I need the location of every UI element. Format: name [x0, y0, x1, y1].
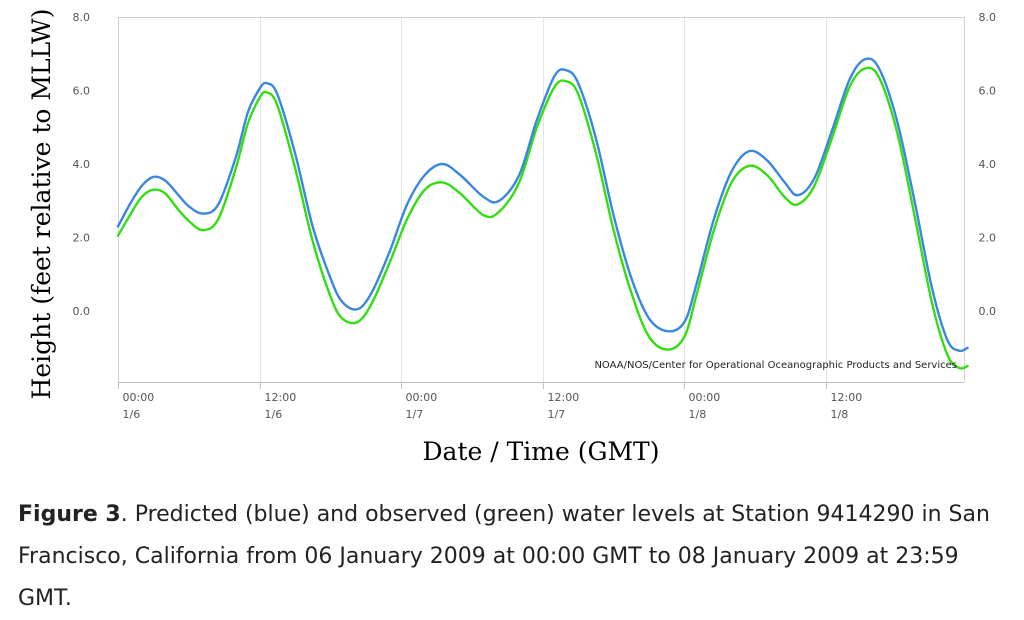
x-tick-time: 12:00 — [548, 391, 580, 404]
series-line-predicted — [116, 57, 969, 353]
y-tick-right: 0.0 — [979, 305, 997, 318]
series-line-observed — [116, 66, 969, 370]
figure-caption: Figure 3. Predicted (blue) and observed … — [18, 494, 1008, 620]
x-ticks: 00:00 1/6 12:00 1/6 00:00 1/7 12:00 1/7 00:00 1/8… — [118, 382, 863, 421]
x-tick-date: 1/7 — [406, 408, 424, 421]
y-tick-left: 2.0 — [73, 232, 91, 245]
x-tick-date: 1/7 — [548, 408, 566, 421]
plot-background — [118, 17, 964, 382]
x-tick-time: 12:00 — [265, 391, 297, 404]
y-tick-right: 4.0 — [979, 158, 997, 171]
tide-chart: 8.0 6.0 4.0 2.0 0.0 8.0 6.0 4.0 2.0 0.0 00:00 1/6… — [27, 9, 997, 466]
x-tick-time: 12:00 — [831, 391, 863, 404]
series-lines — [116, 57, 969, 370]
y-ticks-right: 8.0 6.0 4.0 2.0 0.0 — [979, 11, 997, 318]
x-tick-time: 00:00 — [689, 391, 721, 404]
credit-text: NOAA/NOS/Center for Operational Oceanogr… — [594, 360, 957, 371]
x-tick-time: 00:00 — [123, 391, 155, 404]
y-tick-left: 4.0 — [73, 158, 91, 171]
y-ticks-left: 8.0 6.0 4.0 2.0 0.0 — [73, 11, 91, 318]
x-tick-time: 00:00 — [406, 391, 438, 404]
y-tick-left: 0.0 — [73, 305, 91, 318]
vertical-gridlines — [118, 17, 965, 382]
y-tick-right: 6.0 — [979, 85, 997, 98]
caption-lead: Figure 3 — [18, 502, 121, 527]
y-tick-left: 6.0 — [73, 85, 91, 98]
caption-text: . Predicted (blue) and observed (green) … — [18, 502, 990, 611]
x-tick-date: 1/6 — [123, 408, 141, 421]
y-tick-right: 8.0 — [979, 11, 997, 24]
y-tick-right: 2.0 — [979, 232, 997, 245]
x-tick-date: 1/8 — [689, 408, 707, 421]
x-axis-title: Date / Time (GMT) — [423, 437, 660, 466]
x-tick-date: 1/8 — [831, 408, 849, 421]
y-axis-title: Height (feet relative to MLLW) — [27, 9, 56, 400]
y-tick-left: 8.0 — [73, 11, 91, 24]
x-tick-date: 1/6 — [265, 408, 283, 421]
